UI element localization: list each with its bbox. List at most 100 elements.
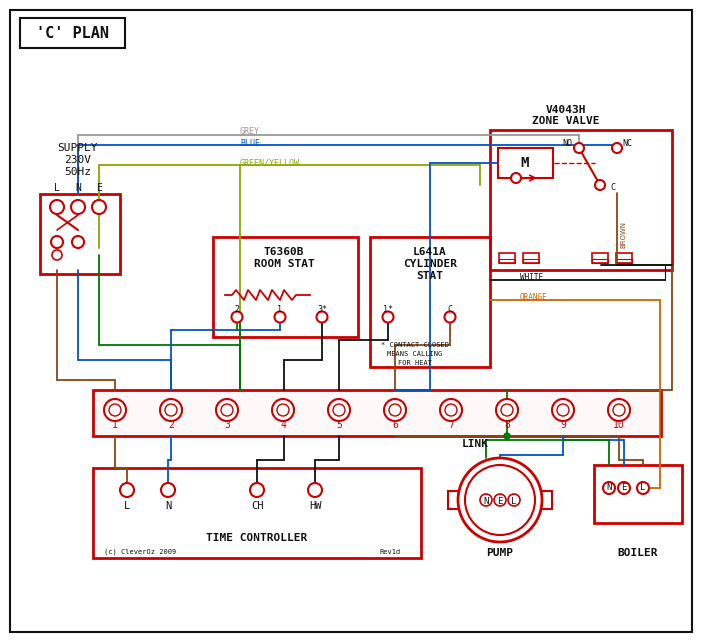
Text: L: L <box>511 497 517 506</box>
Circle shape <box>552 399 574 421</box>
Text: 9: 9 <box>560 420 566 430</box>
Circle shape <box>333 404 345 416</box>
Text: 50Hz: 50Hz <box>65 167 91 177</box>
Circle shape <box>160 399 182 421</box>
Text: CH: CH <box>251 501 263 511</box>
Bar <box>499 259 515 263</box>
Bar <box>523 253 539 263</box>
Text: 8: 8 <box>504 420 510 430</box>
Circle shape <box>440 399 462 421</box>
Circle shape <box>465 465 535 535</box>
Text: HW: HW <box>309 501 322 511</box>
Circle shape <box>613 404 625 416</box>
Circle shape <box>501 404 513 416</box>
Text: 1: 1 <box>277 304 282 313</box>
Bar <box>498 148 553 178</box>
Text: E: E <box>621 483 627 492</box>
Text: * CONTACT CLOSED: * CONTACT CLOSED <box>381 342 449 348</box>
Bar <box>592 253 608 263</box>
Text: 1: 1 <box>112 420 118 430</box>
Circle shape <box>120 483 134 497</box>
Circle shape <box>328 399 350 421</box>
Text: BROWN: BROWN <box>620 222 626 249</box>
Text: ORANGE: ORANGE <box>520 294 548 303</box>
Circle shape <box>557 404 569 416</box>
Text: V4043H: V4043H <box>545 105 586 115</box>
Bar <box>594 465 682 523</box>
Text: TIME CONTROLLER: TIME CONTROLLER <box>206 533 307 543</box>
Bar <box>616 253 632 263</box>
Circle shape <box>50 200 64 214</box>
Text: STAT: STAT <box>416 271 444 281</box>
Bar <box>616 259 632 263</box>
Circle shape <box>109 404 121 416</box>
Text: GREEN/YELLOW: GREEN/YELLOW <box>240 158 300 167</box>
Circle shape <box>496 399 518 421</box>
Text: ZONE VALVE: ZONE VALVE <box>532 116 600 126</box>
Circle shape <box>274 312 286 322</box>
Circle shape <box>637 482 649 494</box>
Text: 10: 10 <box>613 420 625 430</box>
Circle shape <box>71 200 85 214</box>
Circle shape <box>161 483 175 497</box>
Text: 3: 3 <box>224 420 230 430</box>
Text: 2: 2 <box>234 304 239 313</box>
Circle shape <box>603 482 615 494</box>
Circle shape <box>384 399 406 421</box>
Text: 'C' PLAN: 'C' PLAN <box>36 26 109 40</box>
Circle shape <box>52 250 62 260</box>
Text: C: C <box>611 183 616 192</box>
Circle shape <box>389 404 401 416</box>
Circle shape <box>72 236 84 248</box>
Bar <box>523 259 539 263</box>
Text: NO: NO <box>562 138 572 147</box>
Text: L641A: L641A <box>413 247 447 257</box>
Circle shape <box>277 404 289 416</box>
Circle shape <box>445 404 457 416</box>
Circle shape <box>595 180 605 190</box>
Text: PUMP: PUMP <box>486 548 513 558</box>
Text: FOR HEAT: FOR HEAT <box>398 360 432 366</box>
Text: (c) CleverOz 2009: (c) CleverOz 2009 <box>104 549 176 555</box>
Circle shape <box>618 482 630 494</box>
Circle shape <box>444 312 456 322</box>
Text: L: L <box>640 483 646 492</box>
Circle shape <box>511 173 521 183</box>
Text: 3*: 3* <box>317 304 327 313</box>
Bar <box>538 491 552 509</box>
Bar <box>499 253 515 263</box>
Circle shape <box>317 312 328 322</box>
Text: MEANS CALLING: MEANS CALLING <box>388 351 443 357</box>
Text: GREY: GREY <box>240 128 260 137</box>
Text: L: L <box>124 501 130 511</box>
Text: CYLINDER: CYLINDER <box>403 259 457 269</box>
Text: NC: NC <box>622 138 632 147</box>
Text: BLUE: BLUE <box>240 138 260 147</box>
Text: 2: 2 <box>168 420 174 430</box>
Circle shape <box>104 399 126 421</box>
Text: N: N <box>483 497 489 506</box>
Circle shape <box>494 494 506 506</box>
Circle shape <box>504 433 510 439</box>
Text: BOILER: BOILER <box>618 548 658 558</box>
Text: 4: 4 <box>280 420 286 430</box>
Text: N: N <box>165 501 171 511</box>
Text: E: E <box>96 183 102 193</box>
Circle shape <box>608 399 630 421</box>
Text: Rev1d: Rev1d <box>379 549 401 555</box>
Circle shape <box>612 143 622 153</box>
Bar <box>20 18 125 48</box>
Bar <box>370 237 490 367</box>
Text: C: C <box>447 304 453 313</box>
Text: L: L <box>54 183 60 193</box>
Text: N: N <box>607 483 611 492</box>
Circle shape <box>272 399 294 421</box>
Circle shape <box>232 312 242 322</box>
Bar <box>448 491 462 509</box>
Text: 5: 5 <box>336 420 342 430</box>
Circle shape <box>250 483 264 497</box>
Circle shape <box>221 404 233 416</box>
Text: LINK: LINK <box>461 439 489 449</box>
Circle shape <box>165 404 177 416</box>
Bar <box>40 194 120 274</box>
